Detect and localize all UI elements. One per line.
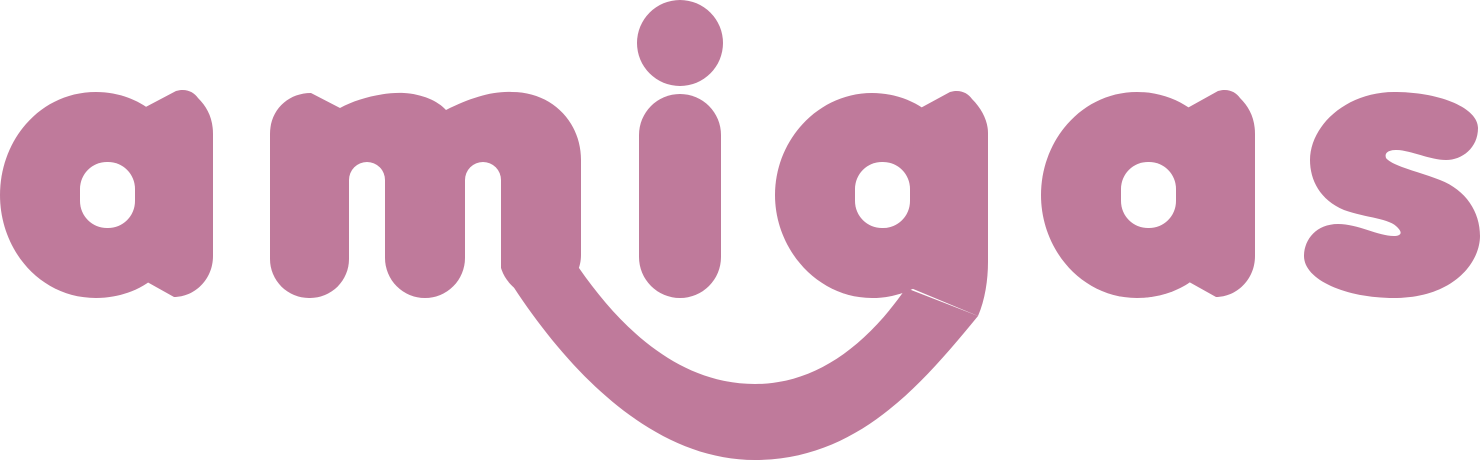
letter-s <box>1304 92 1480 298</box>
letter-m <box>270 91 581 298</box>
letter-a-second-bowl <box>1041 92 1212 298</box>
letter-g-stem <box>906 90 988 316</box>
letter-a-first-bowl <box>0 92 170 298</box>
letter-i <box>637 0 723 298</box>
letter-i-dot <box>637 0 723 86</box>
letter-a-second-stem <box>1182 89 1255 297</box>
letter-g <box>775 90 988 316</box>
letter-g-bowl <box>775 93 946 298</box>
letter-a-first <box>0 89 213 298</box>
letter-m-stem-middle <box>385 200 465 298</box>
letter-a-second <box>1041 89 1255 298</box>
letter-i-stem <box>639 94 721 298</box>
letter-m-stem-left <box>270 200 349 298</box>
smile-swoosh <box>499 255 978 460</box>
letter-a-first-stem <box>140 89 213 297</box>
